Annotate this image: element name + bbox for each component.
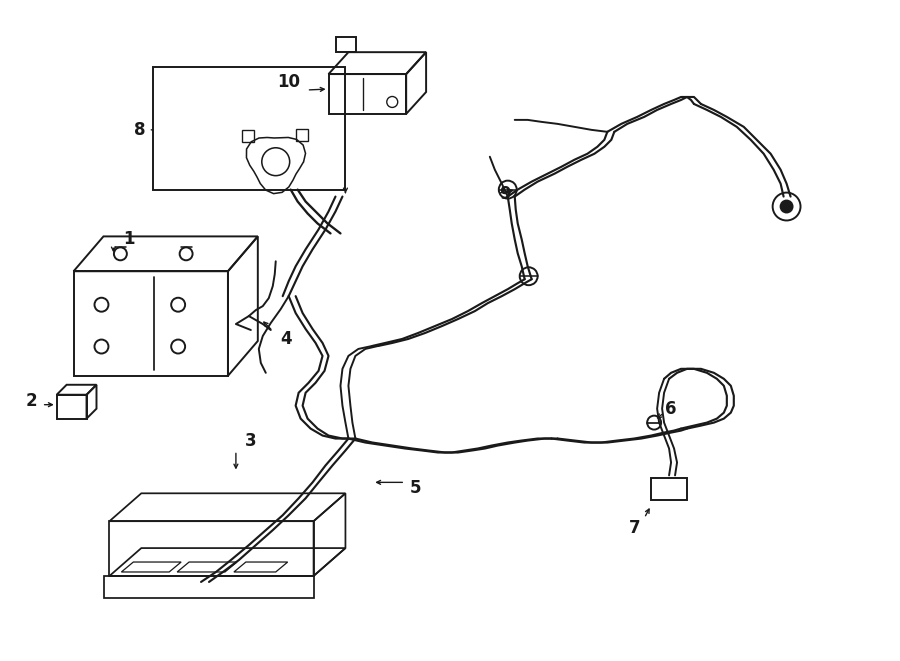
Text: 9: 9 bbox=[499, 184, 510, 202]
Text: 6: 6 bbox=[665, 400, 677, 418]
Text: 3: 3 bbox=[245, 432, 256, 449]
Circle shape bbox=[780, 200, 793, 212]
Text: 5: 5 bbox=[410, 479, 421, 497]
Text: 1: 1 bbox=[123, 231, 135, 249]
Text: 10: 10 bbox=[277, 73, 301, 91]
Text: 8: 8 bbox=[133, 121, 145, 139]
Text: 7: 7 bbox=[628, 519, 640, 537]
Text: 2: 2 bbox=[26, 392, 38, 410]
Text: 4: 4 bbox=[280, 330, 292, 348]
